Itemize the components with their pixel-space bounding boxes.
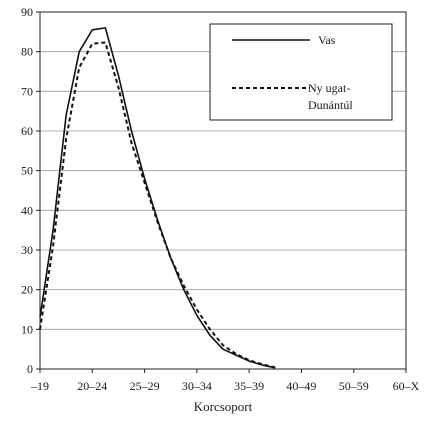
y-tick-label: 0 — [27, 362, 33, 376]
x-tick-label: 35–39 — [234, 379, 264, 393]
gridlines — [40, 51, 406, 330]
x-tick-label: 20–24 — [77, 379, 107, 393]
legend-label-nyugat-dunantul-line2: Dunántúl — [308, 98, 353, 112]
y-tick-label: 50 — [21, 164, 33, 178]
plot-area-frame — [39, 11, 407, 370]
x-tick-label: 30–34 — [182, 379, 212, 393]
x-axis-ticks: –19 20–24 25–29 30–34 35–39 40–49 50–59 60–X — [30, 369, 420, 393]
y-axis-ticks: 0 10 20 30 40 50 60 70 80 90 — [21, 5, 40, 376]
y-tick-label: 20 — [21, 283, 33, 297]
x-axis-title: Korcsoport — [194, 399, 253, 414]
y-tick-label: 10 — [21, 322, 33, 336]
x-tick-label: 50–59 — [339, 379, 369, 393]
x-tick-label: 25–29 — [130, 379, 160, 393]
y-tick-label: 60 — [21, 124, 33, 138]
y-tick-label: 90 — [21, 5, 33, 19]
y-tick-label: 40 — [21, 203, 33, 217]
y-tick-label: 70 — [21, 84, 33, 98]
y-tick-label: 30 — [21, 243, 33, 257]
legend-label-vas: Vas — [318, 33, 336, 47]
legend-box — [209, 23, 393, 121]
legend: Vas Ny ugat- Dunántúl — [209, 23, 393, 121]
y-tick-label: 80 — [21, 45, 33, 59]
x-tick-label: –19 — [30, 379, 49, 393]
legend-label-nyugat-dunantul-line1: Ny ugat- — [308, 81, 350, 95]
x-tick-label: 40–49 — [286, 379, 316, 393]
x-tick-label: 60–X — [393, 379, 420, 393]
series-line-nyugat-dunantul — [39, 41, 276, 369]
series-lines — [39, 27, 276, 369]
